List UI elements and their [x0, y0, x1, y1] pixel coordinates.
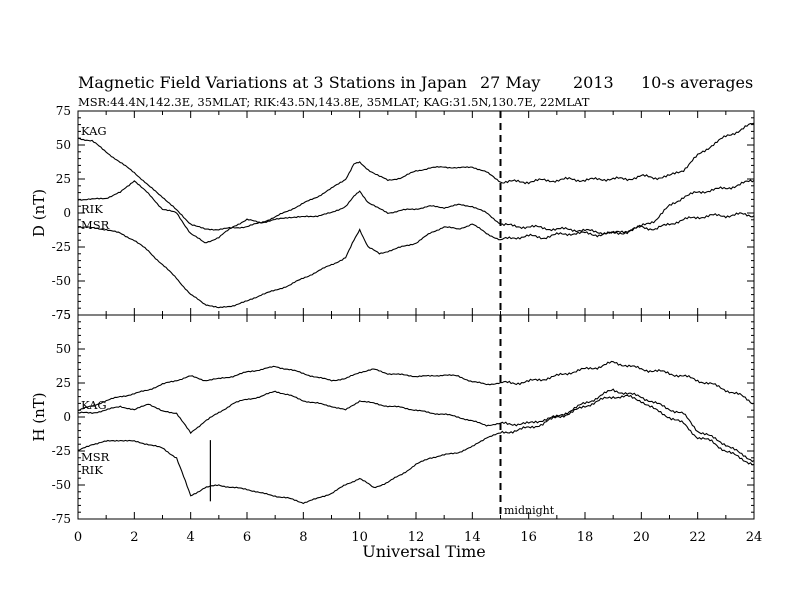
d-series-rik	[77, 179, 755, 244]
d-label-rik: RIK	[81, 202, 103, 216]
station-coordinates: MSR:44.4N,142.3E, 35MLAT; RIK:43.5N,143.…	[78, 95, 590, 109]
x-tick-label: 16	[520, 530, 537, 545]
h-y-tick-label: 50	[56, 342, 71, 356]
h-label-rik: RIK	[81, 463, 103, 477]
x-tick-label: 10	[351, 530, 368, 545]
x-tick-label: 20	[633, 530, 650, 545]
h-y-tick-label: 0	[63, 410, 71, 424]
d-y-tick-label: -50	[52, 274, 71, 288]
x-tick-label: 22	[689, 530, 706, 545]
chart-year: 2013	[573, 73, 614, 92]
d-y-tick-label: -75	[52, 308, 71, 322]
h-y-tick-label: 25	[56, 376, 71, 390]
d-label-kag: KAG	[81, 124, 107, 138]
x-tick-label: 12	[408, 530, 425, 545]
h-y-tick-label: -25	[52, 444, 71, 458]
x-axis-label: Universal Time	[362, 542, 485, 561]
d-y-tick-label: 25	[56, 172, 71, 186]
x-tick-label: 14	[464, 530, 481, 545]
chart-averaging: 10-s averages	[641, 73, 753, 92]
d-label-msr: MSR	[81, 218, 110, 232]
d-series-kag	[77, 122, 755, 231]
d-axis-label: D (nT)	[30, 189, 48, 237]
h-series-kag	[77, 360, 755, 412]
h-label-kag: KAG	[81, 398, 107, 412]
h-series-msr	[77, 388, 755, 463]
h-axis-label: H (nT)	[30, 392, 48, 441]
x-tick-label: 0	[74, 530, 82, 545]
d-y-tick-label: -25	[52, 240, 71, 254]
h-series-rik	[77, 394, 755, 505]
x-tick-label: 2	[130, 530, 138, 545]
h-label-msr: MSR	[81, 450, 110, 464]
h-y-tick-label: 75	[56, 308, 71, 322]
x-tick-label: 24	[746, 530, 763, 545]
d-y-tick-label: 50	[56, 138, 71, 152]
x-tick-label: 6	[243, 530, 251, 545]
x-tick-label: 4	[187, 530, 195, 545]
midnight-annotation: midnight	[504, 504, 555, 517]
h-y-tick-label: -75	[52, 512, 71, 526]
d-series-msr	[77, 212, 755, 309]
d-component-panel: 75 50 25 0 -25 -50 -75 KAG RIK MSR	[52, 104, 755, 322]
x-tick-label: 18	[577, 530, 594, 545]
h-y-tick-label: -50	[52, 478, 71, 492]
d-y-tick-label: 0	[63, 206, 71, 220]
d-y-tick-label: 75	[56, 104, 71, 118]
x-tick-label: 8	[299, 530, 307, 545]
chart-date: 27 May	[480, 73, 540, 92]
chart-title: Magnetic Field Variations at 3 Stations …	[78, 73, 467, 92]
